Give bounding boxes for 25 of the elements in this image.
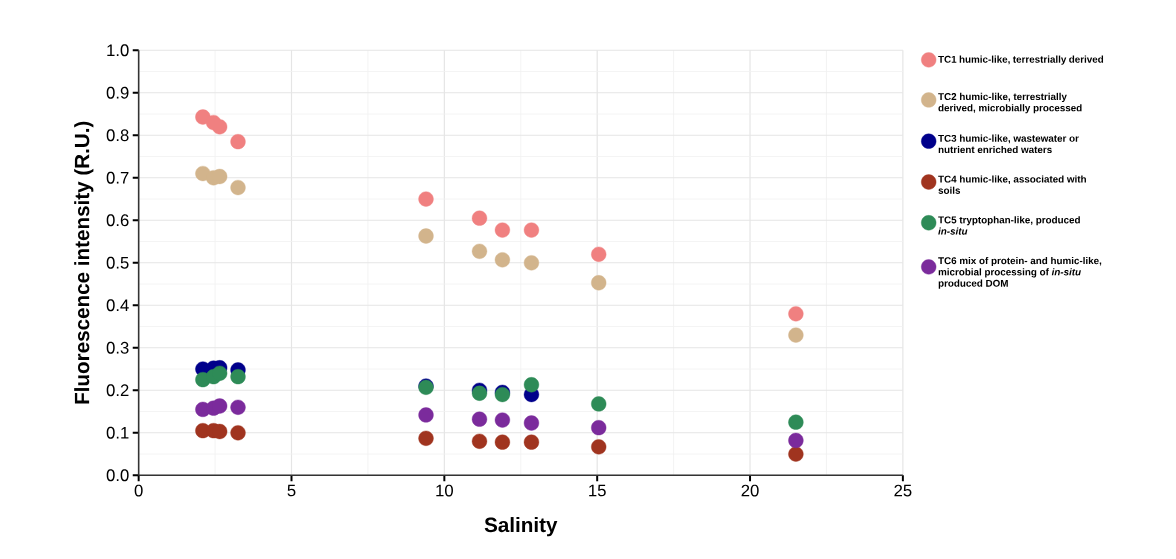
x-tick-label: 10 (436, 484, 453, 497)
y-tick-label: 0.0 (106, 469, 129, 482)
text: TC6 mix of protein- and humic-like, microbial processing of in-situ produced DOM (938, 256, 1102, 289)
legend-label: TC1 humic-like, terrestrially derived (938, 55, 1104, 65)
y-tick-label: 0.9 (106, 86, 129, 99)
y-tick-label: 0.5 (106, 256, 129, 269)
x-tick-label: 20 (741, 484, 759, 497)
y-tick-label: 0.8 (106, 129, 129, 142)
legend-label: TC3 humic-like, wastewater or nutrient enriched waters (938, 134, 1079, 154)
y-tick-label: 0.7 (106, 171, 129, 184)
x-tick-label: 5 (287, 484, 296, 497)
y-tick-label: 0.2 (106, 384, 129, 397)
y-tick-label: 0.4 (106, 299, 129, 312)
y-axis-title: Fluorescence intensity (R.U.) (74, 121, 94, 404)
x-tick-label: 15 (589, 484, 606, 497)
legend-label: TC4 humic-like, associated with soils (938, 175, 1086, 194)
y-tick-label: 0.3 (106, 341, 129, 354)
legend-label: TC5 tryptophan-like, produced in-situ (938, 216, 1080, 235)
y-tick-label: 0.1 (106, 426, 129, 439)
x-tick-label: 0 (134, 484, 143, 497)
x-tick-label: 25 (894, 484, 912, 497)
legend-label: TC2 humic-like, terrestrially derived, microbially processed (938, 92, 1082, 114)
x-axis-title: Salinity (484, 517, 558, 537)
y-tick-label: 1.0 (107, 44, 129, 57)
y-tick-label: 0.6 (106, 214, 129, 227)
